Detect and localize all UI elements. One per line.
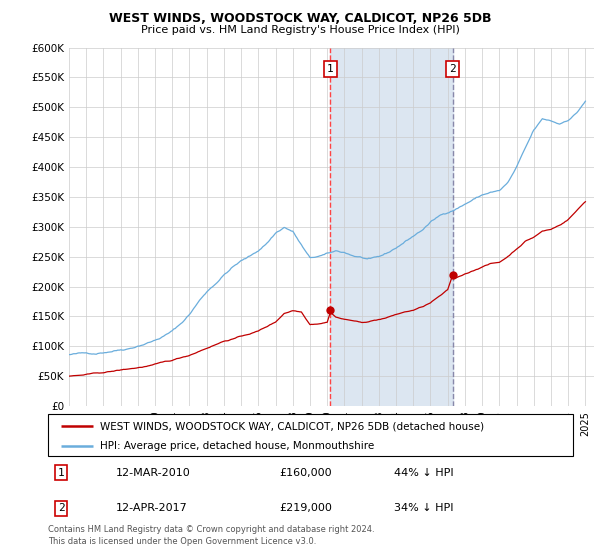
- Text: 34% ↓ HPI: 34% ↓ HPI: [395, 503, 454, 514]
- Text: WEST WINDS, WOODSTOCK WAY, CALDICOT, NP26 5DB: WEST WINDS, WOODSTOCK WAY, CALDICOT, NP2…: [109, 12, 491, 25]
- FancyBboxPatch shape: [48, 414, 573, 456]
- Text: 2: 2: [449, 64, 456, 74]
- Text: 12-APR-2017: 12-APR-2017: [116, 503, 188, 514]
- Text: £219,000: £219,000: [279, 503, 332, 514]
- Bar: [331, 48, 452, 406]
- Text: £160,000: £160,000: [279, 468, 332, 478]
- Text: 2: 2: [58, 503, 65, 514]
- Text: HPI: Average price, detached house, Monmouthshire: HPI: Average price, detached house, Monm…: [101, 441, 375, 451]
- Text: 1: 1: [327, 64, 334, 74]
- Text: 12-MAR-2010: 12-MAR-2010: [116, 468, 191, 478]
- Text: WEST WINDS, WOODSTOCK WAY, CALDICOT, NP26 5DB (detached house): WEST WINDS, WOODSTOCK WAY, CALDICOT, NP2…: [101, 421, 485, 431]
- Text: Contains HM Land Registry data © Crown copyright and database right 2024.
This d: Contains HM Land Registry data © Crown c…: [48, 525, 374, 546]
- Text: 1: 1: [58, 468, 65, 478]
- Text: Price paid vs. HM Land Registry's House Price Index (HPI): Price paid vs. HM Land Registry's House …: [140, 25, 460, 35]
- Text: 44% ↓ HPI: 44% ↓ HPI: [395, 468, 454, 478]
